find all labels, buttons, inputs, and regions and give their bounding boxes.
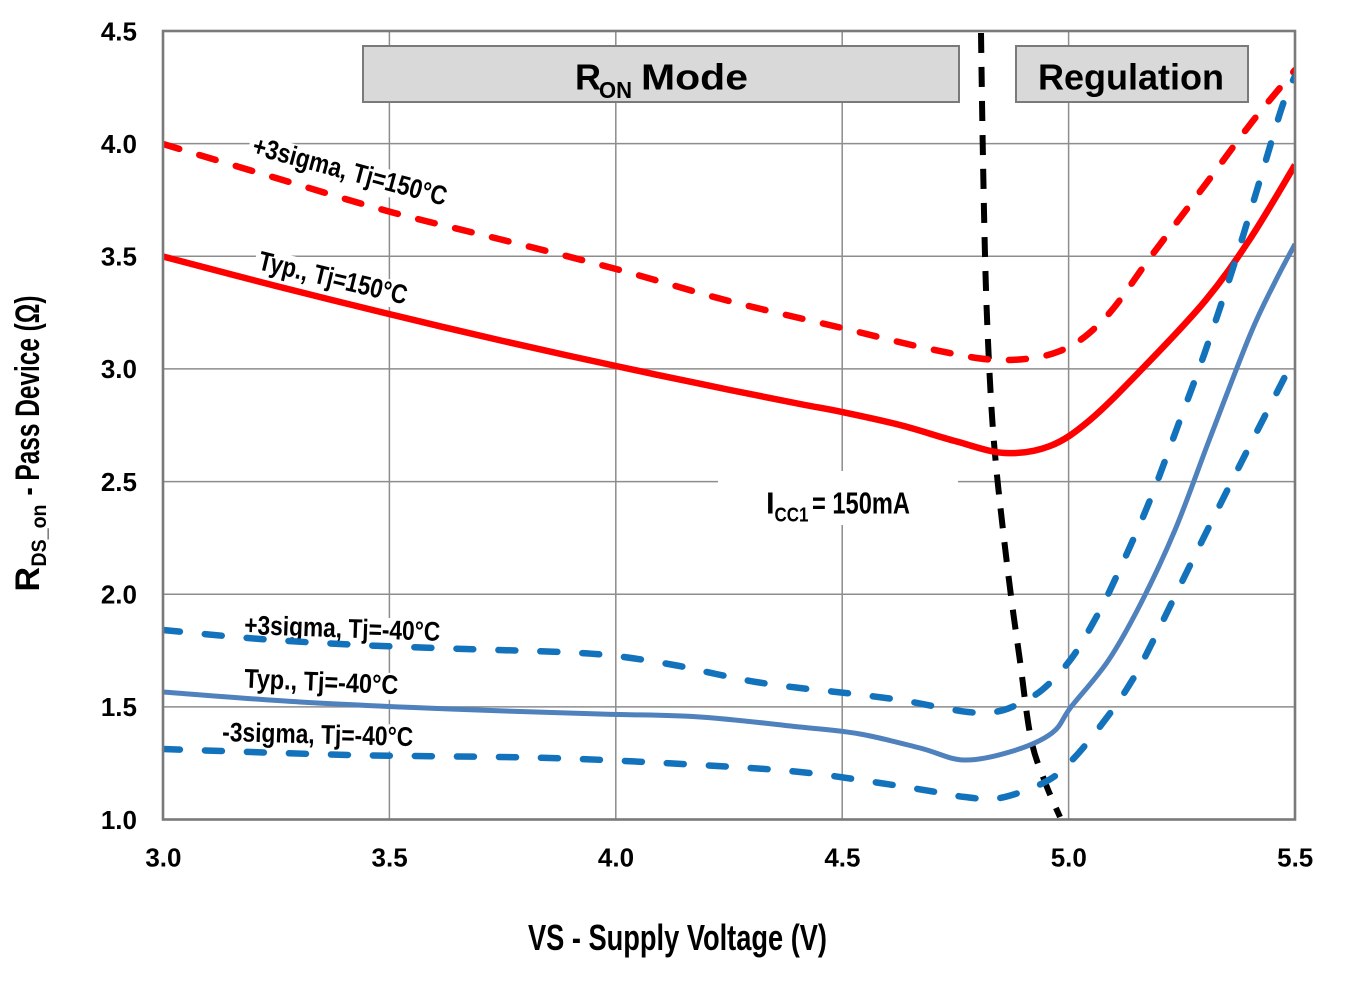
svg-text:- Pass Device (Ω): - Pass Device (Ω) xyxy=(9,296,47,496)
svg-text:VS - Supply Voltage (V): VS - Supply Voltage (V) xyxy=(528,917,827,958)
svg-text:ON: ON xyxy=(599,77,632,103)
svg-text:4.5: 4.5 xyxy=(824,843,860,873)
svg-text:= 150mA: = 150mA xyxy=(812,486,910,521)
svg-text:Mode: Mode xyxy=(641,57,748,98)
svg-text:5.0: 5.0 xyxy=(1051,843,1087,873)
svg-text:1.0: 1.0 xyxy=(101,805,137,835)
svg-text:R: R xyxy=(9,567,47,592)
svg-text:+3sigma, Tj=-40°C: +3sigma, Tj=-40°C xyxy=(244,610,441,647)
svg-text:5.5: 5.5 xyxy=(1277,843,1313,873)
svg-text:2.0: 2.0 xyxy=(101,580,137,610)
svg-text:4.0: 4.0 xyxy=(598,843,634,873)
svg-text:CC1: CC1 xyxy=(775,505,809,527)
svg-text:DS_on: DS_on xyxy=(28,505,51,567)
svg-text:R: R xyxy=(575,57,601,98)
svg-text:Typ., Tj=-40°C: Typ., Tj=-40°C xyxy=(244,664,399,701)
svg-text:4.5: 4.5 xyxy=(101,16,137,46)
svg-text:3.5: 3.5 xyxy=(101,242,137,272)
svg-text:-3sigma, Tj=-40°C: -3sigma, Tj=-40°C xyxy=(222,717,414,752)
svg-text:1.5: 1.5 xyxy=(101,692,137,722)
svg-text:3.0: 3.0 xyxy=(145,843,181,873)
svg-text:3.0: 3.0 xyxy=(101,354,137,384)
svg-text:Regulation: Regulation xyxy=(1038,57,1224,98)
svg-text:3.5: 3.5 xyxy=(372,843,408,873)
svg-text:I: I xyxy=(766,486,775,521)
svg-text:4.0: 4.0 xyxy=(101,129,137,159)
svg-text:2.5: 2.5 xyxy=(101,467,137,497)
